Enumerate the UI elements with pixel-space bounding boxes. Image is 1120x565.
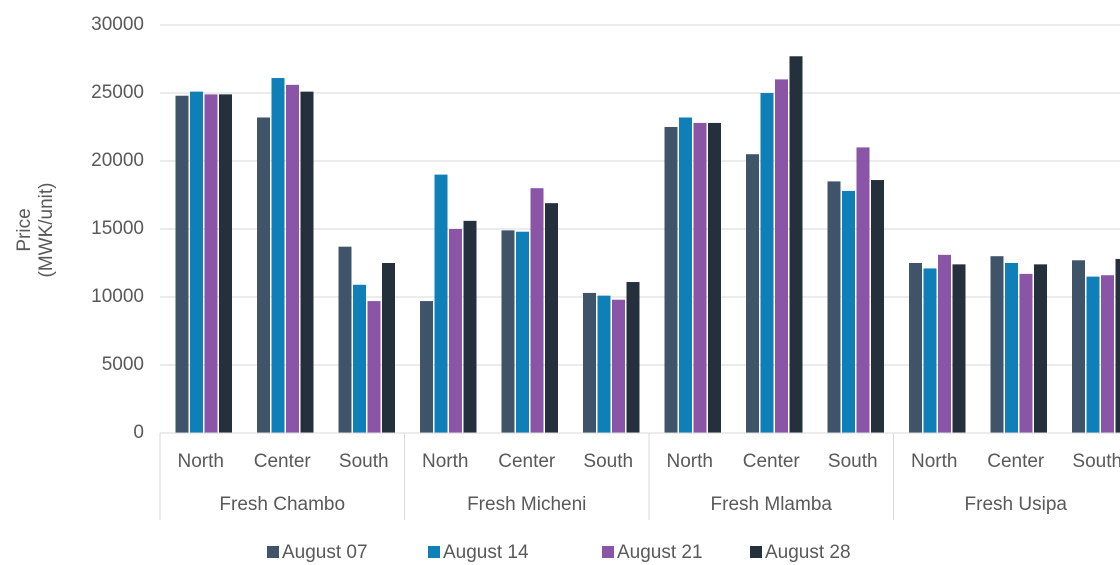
bar [300,91,314,433]
y-tick-label: 10000 [91,286,144,307]
bar [842,190,855,433]
bar [501,230,515,433]
legend-swatch [267,546,279,558]
bar [775,79,788,434]
x-tick-label: South [1072,451,1120,472]
legend-swatch [602,546,614,558]
bar [938,254,951,433]
bar [1072,260,1085,433]
x-tick-label: Center [987,451,1045,472]
x-tick-label: South [339,451,389,472]
bar [175,95,189,433]
bar [338,246,352,433]
bar [434,174,448,433]
bar [1005,263,1018,433]
bar [367,301,381,433]
y-tick-label: 5000 [102,354,144,375]
bar [219,94,232,434]
group-label: Fresh Mlamba [711,494,833,515]
bar [679,117,692,433]
bar [420,301,433,433]
bar [612,299,625,433]
legend-label: August 28 [765,542,851,563]
bar [204,94,218,434]
bar [871,180,884,433]
x-tick-label: North [178,451,224,472]
legend-swatch [750,546,762,558]
y-tick-label: 0 [133,422,144,443]
bar [597,295,611,433]
bar [909,263,922,433]
legend-label: August 21 [617,542,703,563]
group-label: Fresh Micheni [467,494,586,515]
bar [1034,264,1047,433]
bar [626,282,640,433]
y-axis-label: (MWK/unit) [36,183,57,278]
group-label: Fresh Usipa [965,494,1068,515]
y-axis-label: Price [14,208,35,251]
x-tick-label: North [911,451,957,472]
x-tick-label: Center [254,451,312,472]
y-tick-label: 20000 [91,150,144,171]
x-tick-label: North [422,451,468,472]
legend-swatch [428,546,440,558]
x-tick-label: Center [498,451,556,472]
bar [990,256,1004,433]
y-tick-label: 15000 [91,218,144,239]
x-tick-label: South [828,451,878,472]
bar [516,231,529,433]
bar [583,292,596,433]
bar [1115,258,1120,433]
group-label: Fresh Chambo [219,494,345,515]
bar [952,264,966,433]
y-tick-label: 30000 [91,14,144,35]
bar [449,229,462,433]
bar [530,188,544,433]
legend-label: August 07 [282,542,368,563]
y-tick-label: 25000 [91,82,144,103]
bar [257,117,270,433]
bar [271,78,285,433]
bar [190,91,203,433]
bar [1019,273,1033,433]
bar [856,147,870,433]
bar [708,122,721,434]
bar [746,154,759,433]
bar [353,284,366,433]
bar [545,203,558,433]
bar [463,220,477,433]
bar [789,56,803,433]
bar [693,122,707,434]
x-tick-label: South [583,451,633,472]
bar [760,93,774,433]
bar [286,84,299,433]
bar [664,127,678,433]
bar [1101,275,1114,433]
bar [382,263,395,433]
x-tick-label: North [667,451,713,472]
legend-label: August 14 [443,542,529,563]
bar [923,268,937,433]
x-tick-label: Center [743,451,801,472]
bar [1086,276,1100,433]
bar [827,181,841,433]
